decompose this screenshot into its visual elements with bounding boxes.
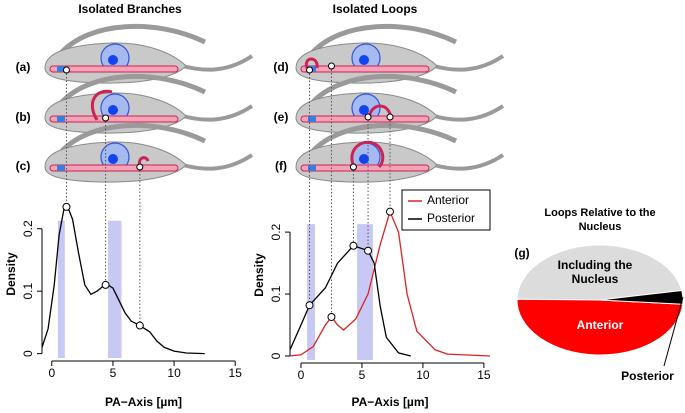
panel-label: (g) xyxy=(514,246,529,260)
panel-label: (a) xyxy=(16,60,31,74)
y-axis-label: Density xyxy=(4,252,18,296)
marker xyxy=(62,202,71,211)
cell-d xyxy=(296,26,503,83)
band xyxy=(307,224,315,360)
y-tick-label: 0.2 xyxy=(21,220,35,237)
leader-line xyxy=(663,297,684,367)
panel-label: (c) xyxy=(16,159,31,173)
panel-label: (b) xyxy=(15,110,30,124)
band xyxy=(357,224,373,360)
x-tick-label: 10 xyxy=(416,368,430,382)
marker xyxy=(386,207,394,216)
panel-label: (e) xyxy=(274,110,289,124)
marker xyxy=(135,321,144,330)
pie-label: Including the Nucleus xyxy=(557,258,633,286)
y-tick-label: 0.2 xyxy=(269,223,283,240)
y-tick-label: 0 xyxy=(21,350,35,357)
legend-label: Posterior xyxy=(427,211,475,225)
cell-point xyxy=(136,163,144,171)
cell-point xyxy=(327,62,335,70)
line xyxy=(289,209,491,357)
panel-label: (f) xyxy=(275,159,287,173)
cell-point xyxy=(349,163,357,171)
cell-point xyxy=(102,114,110,122)
band xyxy=(57,220,65,358)
cell-point xyxy=(62,66,70,74)
x-tick-label: 5 xyxy=(110,366,117,380)
band xyxy=(108,220,122,358)
chart-title: Isolated Branches xyxy=(78,2,182,16)
pie-label: Anterior xyxy=(576,318,624,332)
legend-box xyxy=(401,189,491,231)
cell-c xyxy=(45,125,252,182)
x-tick-label: 10 xyxy=(167,366,181,380)
cell-point xyxy=(386,113,394,121)
x-tick-label: 15 xyxy=(229,366,243,380)
line xyxy=(41,205,205,355)
marker xyxy=(349,241,358,250)
x-tick-label: 5 xyxy=(359,368,366,382)
x-axis-label: PA−Axis [µm] xyxy=(351,395,428,409)
cell-point xyxy=(306,66,314,74)
pie-slice xyxy=(516,298,684,356)
chart-title: Isolated Loops xyxy=(333,2,418,16)
y-tick-label: 0 xyxy=(269,352,283,359)
marker xyxy=(305,301,314,310)
x-tick-label: 0 xyxy=(298,368,305,382)
marker xyxy=(101,280,110,289)
y-axis-label: Density xyxy=(252,253,266,297)
x-tick-label: 0 xyxy=(48,366,55,380)
cell-f xyxy=(296,125,503,182)
marker xyxy=(364,246,373,255)
x-axis-label: PA−Axis [µm] xyxy=(105,395,182,409)
chart-title: Loops Relative to the Nucleus xyxy=(544,207,656,233)
x-tick-label: 15 xyxy=(477,368,491,382)
pie-slice xyxy=(516,244,683,301)
cell-b xyxy=(45,76,252,133)
y-tick-label: 0.1 xyxy=(269,285,283,302)
legend-label: Anterior xyxy=(427,193,469,207)
y-tick-label: 0.1 xyxy=(21,283,35,300)
cell-point xyxy=(364,113,372,121)
panel-label: (d) xyxy=(273,60,288,74)
pie-label: Posterior xyxy=(621,369,674,383)
marker xyxy=(327,312,336,321)
